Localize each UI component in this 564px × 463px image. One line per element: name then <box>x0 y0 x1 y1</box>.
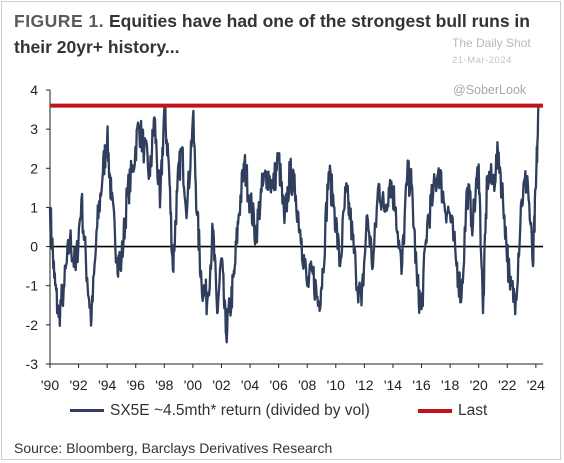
x-tick-label: '02 <box>212 377 230 393</box>
watermark-date: 21-Mar-2024 <box>452 55 512 66</box>
x-tick-label: '22 <box>498 377 516 393</box>
chart-title-text: Equities have had one of the strongest b… <box>14 11 530 57</box>
legend-label-last: Last <box>458 402 488 419</box>
x-tick-label: '08 <box>298 377 316 393</box>
x-tick-label: '12 <box>355 377 373 393</box>
x-tick-label: '92 <box>69 377 87 393</box>
x-tick-label: '96 <box>127 377 145 393</box>
x-tick-label: '06 <box>270 377 288 393</box>
source-note: Source: Bloomberg, Barclays Derivatives … <box>14 440 333 456</box>
x-tick-label: '98 <box>155 377 173 393</box>
x-tick-label: '04 <box>241 377 259 393</box>
axes: -3 -2 -1 0 1 2 3 4 '90 '92 '94 '96 '98 '00 '02 '04 '06 '0… <box>26 82 546 393</box>
y-tick-label: 4 <box>30 82 38 98</box>
legend-item-series: SX5E ~4.5mth* return (divided by vol) <box>70 402 370 420</box>
watermark-brand: The Daily Shot <box>452 36 531 50</box>
y-tick-label: 2 <box>30 160 38 176</box>
series-layer <box>48 104 540 344</box>
series-line <box>48 104 540 344</box>
legend-swatch-series <box>70 409 104 413</box>
x-tick-label: '14 <box>384 377 402 393</box>
watermark-handle: @SoberLook <box>453 83 527 97</box>
x-tick-label: '94 <box>98 377 116 393</box>
x-tick-label: '16 <box>412 377 430 393</box>
y-tick-label: -2 <box>26 317 39 333</box>
legend-item-last: Last <box>418 402 487 420</box>
y-tick-label: 0 <box>30 239 38 255</box>
x-tick-label: '10 <box>327 377 345 393</box>
chart-title: FIGURE 1. Equities have had one of the s… <box>14 8 544 60</box>
x-tick-label: '90 <box>41 377 59 393</box>
figure-label: FIGURE 1. <box>14 11 105 31</box>
legend-swatch-last <box>418 408 452 413</box>
y-tick-label: -1 <box>26 278 39 294</box>
y-tick-label: 3 <box>30 121 38 137</box>
x-tick-label: '24 <box>527 377 545 393</box>
x-tick-label: '18 <box>441 377 459 393</box>
x-tick-label: '00 <box>184 377 202 393</box>
y-tick-label: 1 <box>30 199 38 215</box>
chart-legend: SX5E ~4.5mth* return (divided by vol) La… <box>70 402 550 422</box>
y-tick-label: -3 <box>26 356 39 372</box>
legend-label-series: SX5E ~4.5mth* return (divided by vol) <box>110 402 370 419</box>
chart-plot: -3 -2 -1 0 1 2 3 4 '90 '92 '94 '96 '98 '00 '02 '04 '06 '0… <box>26 82 546 393</box>
x-tick-label: '20 <box>470 377 488 393</box>
